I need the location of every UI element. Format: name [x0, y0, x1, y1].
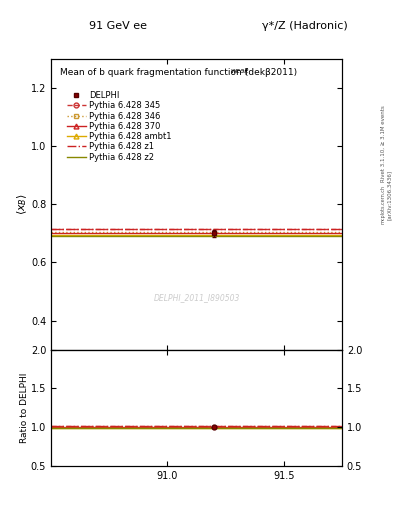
Legend: DELPHI, Pythia 6.428 345, Pythia 6.428 346, Pythia 6.428 370, Pythia 6.428 ambt1: DELPHI, Pythia 6.428 345, Pythia 6.428 3…	[64, 88, 175, 165]
Text: [arXiv:1306.3436]: [arXiv:1306.3436]	[387, 169, 391, 220]
Text: weak: weak	[230, 68, 248, 74]
Text: γ*/Z (Hadronic): γ*/Z (Hadronic)	[262, 20, 347, 31]
Text: (dekβ2011): (dekβ2011)	[242, 68, 297, 77]
Y-axis label: Ratio to DELPHI: Ratio to DELPHI	[20, 373, 29, 443]
Y-axis label: $\langle x_B \rangle$: $\langle x_B \rangle$	[16, 194, 29, 215]
Text: 91 GeV ee: 91 GeV ee	[89, 20, 147, 31]
Text: Mean of b quark fragmentation function f: Mean of b quark fragmentation function f	[60, 68, 248, 77]
Text: mcplots.cern.ch: mcplots.cern.ch	[381, 185, 386, 224]
Text: Rivet 3.1.10, ≥ 3.1M events: Rivet 3.1.10, ≥ 3.1M events	[381, 105, 386, 182]
Text: DELPHI_2011_I890503: DELPHI_2011_I890503	[153, 293, 240, 302]
